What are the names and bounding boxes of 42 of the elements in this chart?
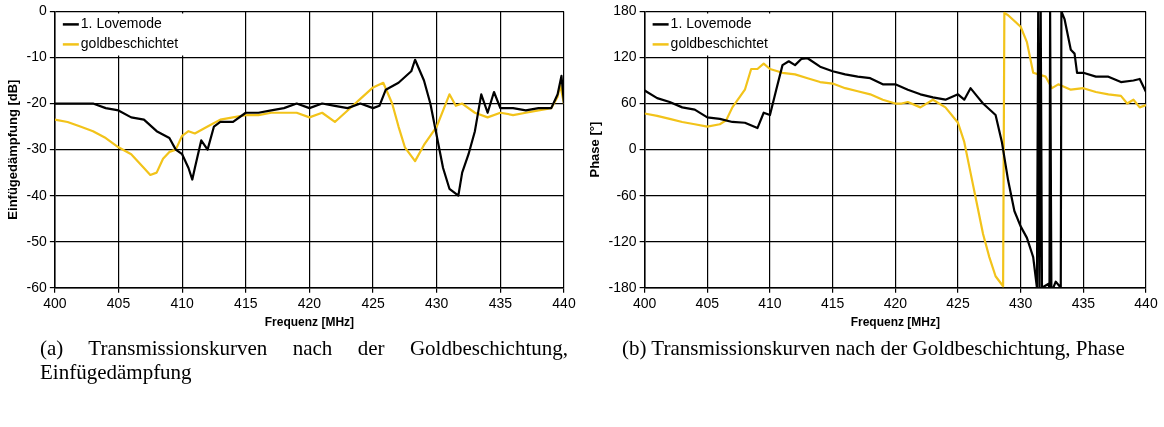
x-tick-label: 430	[425, 295, 449, 312]
x-tick-label: 410	[758, 295, 782, 312]
x-tick-label: 415	[234, 295, 258, 312]
y-tick-label: -10	[26, 48, 48, 65]
x-tick-label: 400	[632, 295, 657, 312]
x-tick-label: 420	[883, 295, 908, 312]
x-tick-label: 430	[1008, 295, 1033, 312]
y-tick-label: -50	[26, 232, 48, 249]
y-tick-label: -20	[26, 94, 48, 111]
x-tick-label: 440	[552, 295, 576, 312]
x-tick-label: 420	[297, 295, 322, 312]
legend-label: 1. Lovemode	[80, 15, 162, 32]
y-tick-label: -120	[608, 232, 637, 249]
y-tick-label: 0	[628, 140, 637, 157]
y-tick-label: 120	[613, 48, 637, 65]
legend-label: goldbeschichtet	[670, 35, 769, 52]
y-tick-label: 0	[39, 2, 48, 19]
text: (a) Transmissionskurven nach der Goldbeschichtung, Einfügedämpfung	[40, 336, 568, 384]
legend-label: 1. Lovemode	[670, 15, 752, 32]
x-tick-label: 440	[1134, 295, 1158, 312]
y-tick-label: -60	[26, 278, 48, 295]
y-tick-label: 180	[613, 2, 637, 19]
x-axis-title: Frequenz [MHz]	[850, 315, 940, 330]
y-tick-label: -40	[26, 186, 48, 203]
x-axis-title: Frequenz [MHz]	[264, 315, 355, 330]
x-tick-label: 425	[946, 295, 970, 312]
x-tick-label: 435	[1071, 295, 1096, 312]
x-tick-label: 405	[106, 295, 131, 312]
x-tick-label: 425	[361, 295, 385, 312]
y-tick-label: -60	[616, 186, 637, 203]
x-tick-label: 415	[820, 295, 845, 312]
y-tick-label: 60	[621, 94, 637, 111]
x-tick-label: 405	[695, 295, 720, 312]
legend-label: goldbeschichtet	[80, 35, 179, 52]
x-tick-label: 400	[43, 295, 67, 312]
y-tick-label: -30	[26, 140, 48, 157]
x-tick-label: 435	[488, 295, 513, 312]
x-tick-label: 410	[170, 295, 195, 312]
y-axis-title: Einfügedämpfung [dB]	[5, 79, 21, 220]
y-tick-label: -180	[608, 278, 637, 295]
text: (b) Transmissionskurven nach der Goldbeschichtung, Phase	[622, 336, 1126, 360]
y-axis-title: Phase [°]	[587, 121, 603, 178]
